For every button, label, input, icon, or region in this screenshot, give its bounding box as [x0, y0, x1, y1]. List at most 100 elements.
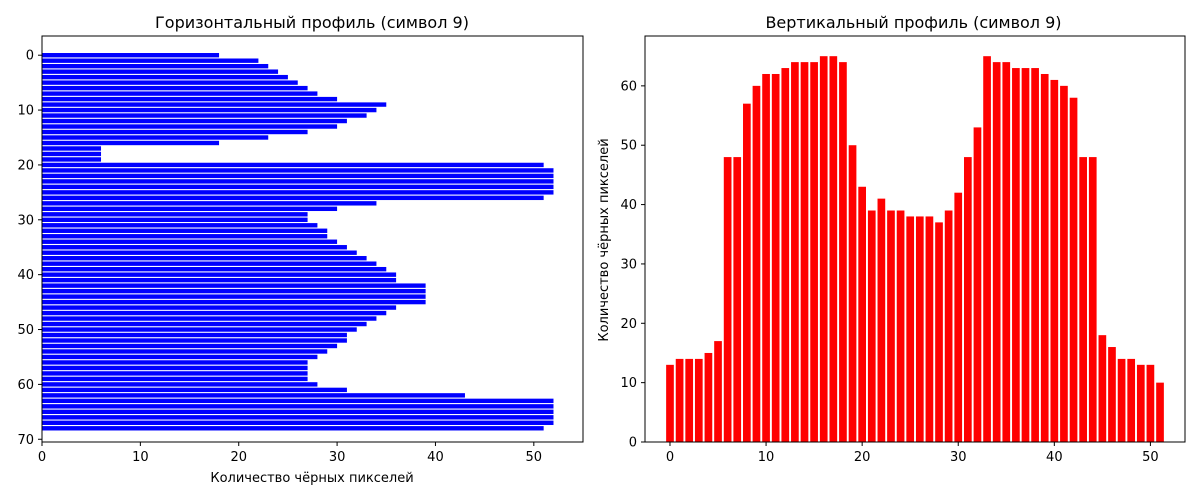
bar	[1050, 79, 1059, 442]
bar	[42, 239, 338, 244]
bar	[954, 192, 963, 442]
bar	[848, 145, 857, 442]
y-tick-label: 20	[17, 158, 34, 173]
bar	[42, 190, 554, 195]
y-tick-label: 10	[620, 376, 637, 391]
vertical-profile-chart: Вертикальный профиль (символ 9) 0 10 20 30 4…	[597, 13, 1186, 465]
bar	[42, 343, 338, 349]
y-tick-label: 10	[17, 104, 34, 119]
bar	[42, 360, 308, 365]
bar	[42, 157, 102, 162]
bar	[42, 195, 544, 201]
y-tick-label: 60	[620, 79, 637, 94]
bar	[829, 56, 838, 443]
x-tick-label: 50	[526, 450, 543, 465]
bar	[42, 261, 377, 266]
bar	[42, 179, 554, 184]
bar	[800, 62, 809, 443]
y-tick-label: 0	[629, 436, 637, 451]
bar	[42, 96, 338, 102]
bar	[983, 56, 991, 443]
bar	[42, 162, 544, 168]
bar	[42, 206, 338, 212]
y-tick-label: 40	[620, 198, 637, 213]
bar	[915, 216, 924, 442]
bar	[42, 365, 308, 371]
bar	[42, 102, 387, 107]
bar	[42, 277, 397, 283]
bars	[42, 53, 554, 431]
bar	[42, 294, 426, 299]
bar	[1031, 68, 1039, 442]
bar	[42, 140, 220, 146]
x-ticks: 0 10 20 30 40 50	[666, 442, 1159, 465]
bar	[925, 216, 934, 442]
bar	[771, 73, 780, 442]
x-axis-label: Количество чёрных пикселей	[210, 471, 413, 486]
bar	[723, 157, 732, 443]
bar	[42, 310, 387, 316]
bar	[992, 62, 1001, 443]
bar	[42, 266, 387, 272]
bar	[42, 371, 308, 376]
bar	[42, 332, 347, 338]
bar	[887, 210, 895, 442]
bar	[42, 217, 308, 222]
x-tick-label: 40	[1046, 450, 1063, 465]
bar	[704, 352, 713, 442]
bar	[42, 135, 269, 140]
bar	[42, 223, 318, 228]
bar	[42, 354, 318, 360]
plot-frame	[41, 35, 584, 443]
bar	[964, 157, 972, 443]
bar	[42, 80, 298, 85]
bar	[42, 201, 377, 206]
bar	[752, 85, 761, 442]
bar	[42, 398, 554, 404]
bar	[694, 358, 703, 442]
x-tick-label: 50	[1142, 450, 1159, 465]
y-ticks: 0 10 20 30 40 50 60 70	[17, 49, 42, 448]
bar	[1012, 68, 1020, 442]
bar	[42, 129, 308, 135]
bar	[1108, 347, 1116, 442]
bar	[42, 184, 554, 190]
bar	[675, 358, 684, 442]
bar	[42, 151, 102, 157]
bar	[1069, 97, 1078, 443]
x-tick-label: 10	[132, 450, 149, 465]
x-tick-label: 10	[758, 450, 775, 465]
bar	[42, 69, 279, 74]
bar	[42, 288, 426, 294]
bar	[839, 62, 847, 443]
bar	[42, 74, 288, 80]
bar	[42, 58, 259, 63]
bar	[42, 118, 347, 124]
bar	[42, 404, 554, 409]
bar	[973, 127, 982, 442]
bar	[1040, 73, 1049, 442]
bar	[743, 103, 751, 443]
bar	[666, 364, 674, 442]
y-tick-label: 20	[620, 317, 637, 332]
bar	[1060, 85, 1068, 442]
chart-title: Вертикальный профиль (символ 9)	[765, 13, 1061, 32]
bar	[42, 409, 554, 415]
bar	[877, 198, 886, 442]
bar	[42, 168, 554, 173]
bar	[944, 210, 953, 442]
bar	[42, 245, 347, 250]
bar	[42, 113, 367, 118]
y-axis-label: Количество чёрных пикселей	[597, 138, 612, 341]
y-tick-label: 40	[17, 268, 34, 283]
y-tick-label: 30	[17, 213, 34, 228]
bar	[867, 210, 876, 442]
bar	[42, 393, 465, 398]
bar	[42, 53, 220, 58]
bar	[42, 376, 308, 382]
bar	[42, 250, 357, 255]
bar	[42, 107, 377, 113]
bar	[781, 68, 790, 442]
bar	[42, 299, 426, 305]
